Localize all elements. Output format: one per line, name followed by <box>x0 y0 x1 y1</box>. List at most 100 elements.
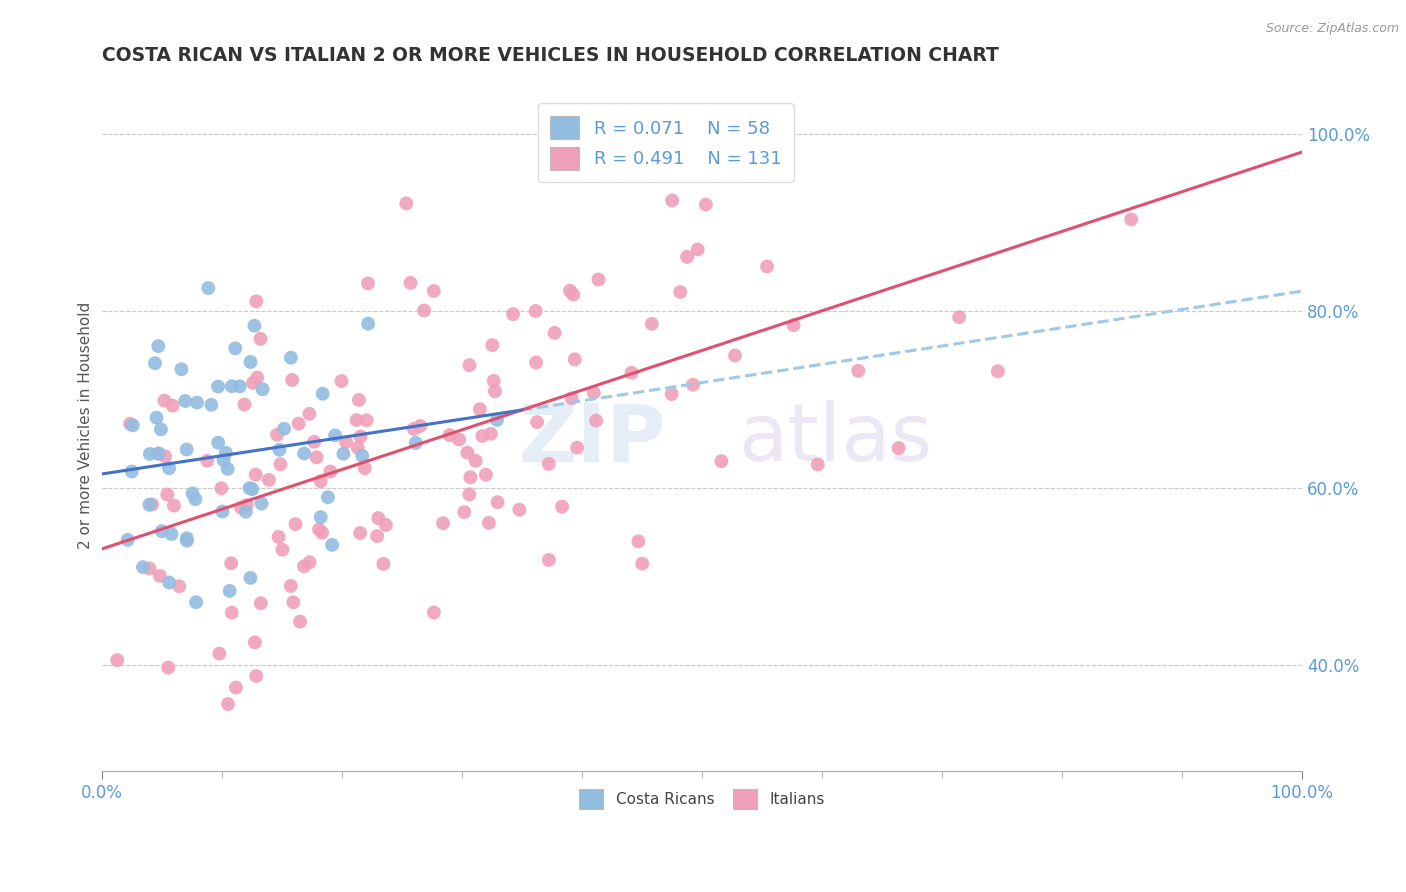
Point <box>661 387 683 401</box>
Point <box>292 446 315 460</box>
Point <box>330 374 353 388</box>
Point <box>239 355 262 369</box>
Point <box>588 272 610 286</box>
Point <box>243 318 266 333</box>
Point <box>269 442 291 457</box>
Point <box>367 511 389 525</box>
Point <box>481 338 503 352</box>
Point <box>157 461 180 475</box>
Point <box>245 669 267 683</box>
Point <box>346 441 368 455</box>
Point <box>209 481 232 495</box>
Point <box>374 518 396 533</box>
Point <box>162 399 184 413</box>
Point <box>449 433 471 447</box>
Text: atlas: atlas <box>738 401 932 478</box>
Point <box>302 434 325 449</box>
Point <box>217 697 239 711</box>
Point <box>287 417 309 431</box>
Point <box>631 557 654 571</box>
Point <box>212 453 235 467</box>
Point <box>486 495 509 509</box>
Point <box>782 318 804 333</box>
Point <box>887 441 910 455</box>
Point <box>181 486 204 500</box>
Point <box>246 370 269 384</box>
Point <box>669 285 692 299</box>
Point <box>526 415 548 429</box>
Point <box>479 426 502 441</box>
Point <box>311 525 333 540</box>
Point <box>200 398 222 412</box>
Point <box>273 422 295 436</box>
Point <box>319 465 342 479</box>
Point <box>207 435 229 450</box>
Point <box>537 457 560 471</box>
Point <box>138 498 160 512</box>
Point <box>432 516 454 530</box>
Point <box>153 450 176 464</box>
Point <box>524 355 547 369</box>
Point <box>281 373 304 387</box>
Point <box>439 428 461 442</box>
Point <box>724 349 747 363</box>
Point <box>233 397 256 411</box>
Point <box>807 458 830 472</box>
Point <box>453 505 475 519</box>
Point <box>269 457 291 471</box>
Point <box>143 356 166 370</box>
Point <box>148 446 170 460</box>
Point <box>409 419 432 434</box>
Point <box>347 392 370 407</box>
Point <box>627 534 650 549</box>
Point <box>308 523 330 537</box>
Text: COSTA RICAN VS ITALIAN 2 OR MORE VEHICLES IN HOUSEHOLD CORRELATION CHART: COSTA RICAN VS ITALIAN 2 OR MORE VEHICLE… <box>101 46 998 65</box>
Text: ZIP: ZIP <box>519 401 666 478</box>
Point <box>485 413 508 427</box>
Point <box>105 653 128 667</box>
Text: Source: ZipAtlas.com: Source: ZipAtlas.com <box>1265 22 1399 36</box>
Point <box>564 352 586 367</box>
Y-axis label: 2 or more Vehicles in Household: 2 or more Vehicles in Household <box>79 302 93 549</box>
Point <box>243 635 266 649</box>
Point <box>298 555 321 569</box>
Point <box>537 553 560 567</box>
Point <box>150 524 173 539</box>
Point <box>620 366 643 380</box>
Point <box>468 402 491 417</box>
Point <box>184 595 207 609</box>
Point <box>215 446 238 460</box>
Point <box>352 449 374 463</box>
Point <box>582 385 605 400</box>
Point <box>460 470 482 484</box>
Point <box>585 414 607 428</box>
Point <box>676 250 699 264</box>
Point <box>682 377 704 392</box>
Point <box>373 557 395 571</box>
Point <box>174 394 197 409</box>
Point <box>565 441 588 455</box>
Legend: Costa Ricans, Italians: Costa Ricans, Italians <box>572 783 831 814</box>
Point <box>471 429 494 443</box>
Point <box>346 413 368 427</box>
Point <box>987 364 1010 378</box>
Point <box>245 467 267 482</box>
Point <box>335 435 357 450</box>
Point <box>305 450 328 465</box>
Point <box>195 454 218 468</box>
Point <box>284 517 307 532</box>
Point <box>157 660 180 674</box>
Point <box>117 533 139 547</box>
Point <box>458 487 481 501</box>
Point <box>478 516 501 530</box>
Point <box>316 490 339 504</box>
Point <box>176 442 198 457</box>
Point <box>176 531 198 545</box>
Point <box>221 606 243 620</box>
Point <box>160 527 183 541</box>
Point <box>217 462 239 476</box>
Point <box>252 382 274 396</box>
Point <box>138 561 160 575</box>
Point <box>405 436 427 450</box>
Point <box>139 447 162 461</box>
